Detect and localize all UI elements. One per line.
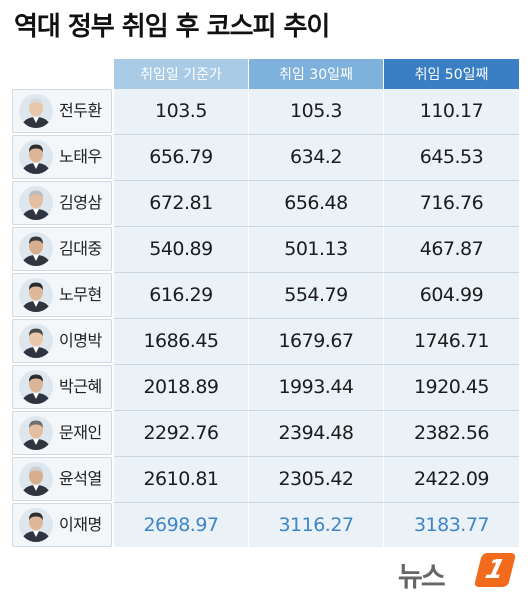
value-cell: 634.2	[290, 146, 342, 168]
row-divider	[114, 180, 519, 181]
president-name: 노태우	[59, 147, 102, 166]
name-cell: 노무현	[12, 273, 112, 317]
row-divider	[114, 456, 519, 457]
value-cell: 672.81	[149, 192, 213, 214]
column-header: 취임 50일째	[384, 59, 519, 89]
table-row: 윤석열 2610.81 2305.42 2422.09	[12, 457, 519, 501]
name-cell: 김영삼	[12, 181, 112, 225]
president-name: 김영삼	[59, 193, 102, 212]
row-divider	[114, 364, 519, 365]
value-cell: 110.17	[419, 100, 484, 122]
value-cell: 2018.89	[143, 376, 219, 398]
table-row: 이재명 2698.97 3116.27 3183.77	[12, 503, 519, 547]
row-divider	[114, 318, 519, 319]
logo-mark-icon: 1	[473, 553, 517, 587]
president-name: 전두환	[59, 101, 102, 120]
value-cell: 1686.45	[143, 330, 219, 352]
value-cell: 1746.71	[413, 330, 490, 352]
value-cell: 2422.09	[413, 468, 490, 490]
value-cell: 467.87	[419, 238, 484, 260]
value-cell: 1920.45	[413, 376, 490, 398]
name-cell: 윤석열	[12, 457, 112, 501]
value-cell: 105.3	[290, 100, 342, 122]
name-cell: 전두환	[12, 89, 112, 133]
value-cell: 656.48	[284, 192, 348, 214]
news1-logo: 뉴스 1	[398, 553, 520, 593]
name-cell: 이명박	[12, 319, 112, 363]
portrait-icon	[19, 186, 53, 220]
value-cell: 103.5	[155, 100, 207, 122]
president-name: 박근혜	[59, 377, 102, 396]
value-cell: 1993.44	[278, 376, 354, 398]
portrait-icon	[19, 140, 53, 174]
name-cell: 박근혜	[12, 365, 112, 409]
president-name: 김대중	[59, 239, 102, 258]
portrait-icon	[19, 508, 53, 542]
value-cell: 3183.77	[413, 514, 490, 536]
row-divider	[114, 410, 519, 411]
table-row: 문재인 2292.76 2394.48 2382.56	[12, 411, 519, 455]
value-cell: 604.99	[419, 284, 484, 306]
table-row: 김대중 540.89 501.13 467.87	[12, 227, 519, 271]
value-cell: 2394.48	[278, 422, 354, 444]
column-header: 취임일 기준가	[114, 59, 248, 89]
value-cell: 554.79	[284, 284, 348, 306]
portrait-icon	[19, 370, 53, 404]
value-cell: 656.79	[149, 146, 213, 168]
row-divider	[114, 226, 519, 227]
value-cell: 540.89	[149, 238, 213, 260]
name-cell: 이재명	[12, 503, 112, 547]
table-row: 노태우 656.79 634.2 645.53	[12, 135, 519, 179]
portrait-icon	[19, 324, 53, 358]
name-cell: 김대중	[12, 227, 112, 271]
value-cell: 616.29	[149, 284, 213, 306]
portrait-icon	[19, 416, 53, 450]
table-row: 박근혜 2018.89 1993.44 1920.45	[12, 365, 519, 409]
value-cell: 2698.97	[143, 514, 219, 536]
name-cell: 노태우	[12, 135, 112, 179]
row-divider	[114, 134, 519, 135]
portrait-icon	[19, 232, 53, 266]
column-header: 취임 30일째	[249, 59, 383, 89]
value-cell: 2382.56	[413, 422, 490, 444]
portrait-icon	[19, 94, 53, 128]
president-name: 윤석열	[59, 469, 102, 488]
portrait-icon	[19, 462, 53, 496]
president-name: 이명박	[59, 331, 102, 350]
page-title: 역대 정부 취임 후 코스피 추이	[14, 12, 330, 42]
row-divider	[114, 502, 519, 503]
value-cell: 2610.81	[143, 468, 219, 490]
value-cell: 501.13	[284, 238, 348, 260]
portrait-icon	[19, 278, 53, 312]
value-cell: 2292.76	[143, 422, 219, 444]
value-cell: 3116.27	[278, 514, 354, 536]
table-row: 전두환 103.5 105.3 110.17	[12, 89, 519, 133]
table-row: 이명박 1686.45 1679.67 1746.71	[12, 319, 519, 363]
value-cell: 645.53	[419, 146, 484, 168]
table-row: 김영삼 672.81 656.48 716.76	[12, 181, 519, 225]
president-name: 문재인	[59, 423, 102, 442]
president-name: 이재명	[59, 515, 102, 534]
row-divider	[114, 272, 519, 273]
value-cell: 2305.42	[278, 468, 354, 490]
value-cell: 1679.67	[278, 330, 354, 352]
value-cell: 716.76	[419, 192, 484, 214]
president-name: 노무현	[59, 285, 102, 304]
table-row: 노무현 616.29 554.79 604.99	[12, 273, 519, 317]
logo-text: 뉴스	[398, 562, 446, 593]
name-cell: 문재인	[12, 411, 112, 455]
logo-mark-number: 1	[482, 555, 508, 585]
